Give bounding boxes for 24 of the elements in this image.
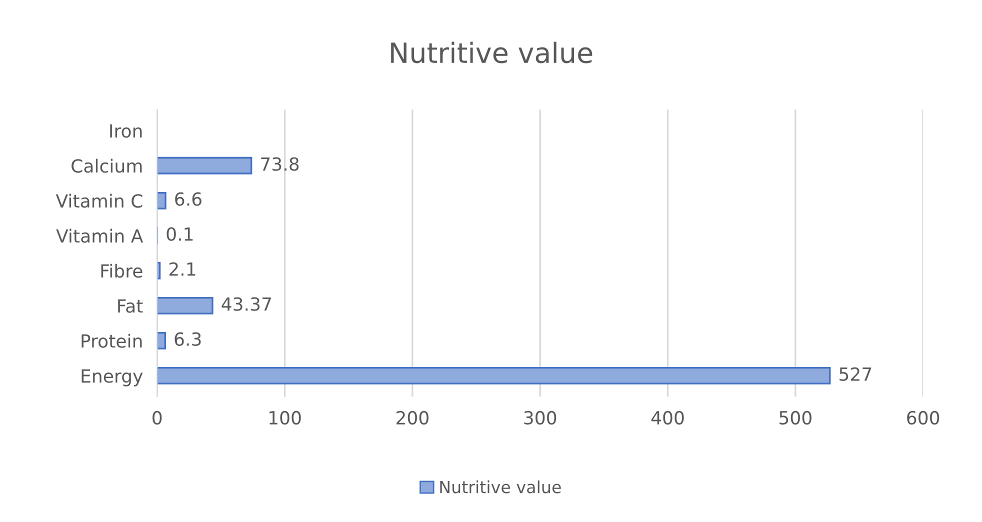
data-label: 2.1 — [169, 262, 196, 276]
legend-label: Nutritive value — [440, 480, 561, 494]
y-tick-label: Calcium — [72, 158, 142, 173]
y-tick-label: Fibre — [101, 264, 142, 278]
x-tick-label: 200 — [396, 410, 428, 425]
data-label: 527 — [840, 367, 872, 381]
x-tick-label: 100 — [270, 410, 301, 425]
y-tick-label: Iron — [110, 124, 142, 138]
x-tick-label: 0 — [152, 410, 162, 425]
y-tick-label: Vitamin C — [56, 194, 142, 208]
x-tick-label: 500 — [780, 410, 812, 425]
x-tick-label: 600 — [907, 410, 940, 425]
data-label: 0.1 — [166, 227, 193, 241]
data-label: 6.3 — [174, 332, 201, 346]
data-label: 6.6 — [175, 192, 202, 206]
chart-title: Nutritive value — [391, 42, 592, 64]
x-tick-label: 400 — [651, 410, 684, 425]
y-tick-label: Fat — [118, 299, 143, 313]
data-label: 73.8 — [261, 157, 299, 171]
x-tick-label: 300 — [524, 410, 556, 425]
data-label: 43.37 — [222, 297, 271, 311]
y-tick-label: Protein — [82, 334, 142, 348]
y-tick-label: Energy — [82, 369, 143, 386]
y-tick-label: Vitamin A — [56, 228, 144, 243]
